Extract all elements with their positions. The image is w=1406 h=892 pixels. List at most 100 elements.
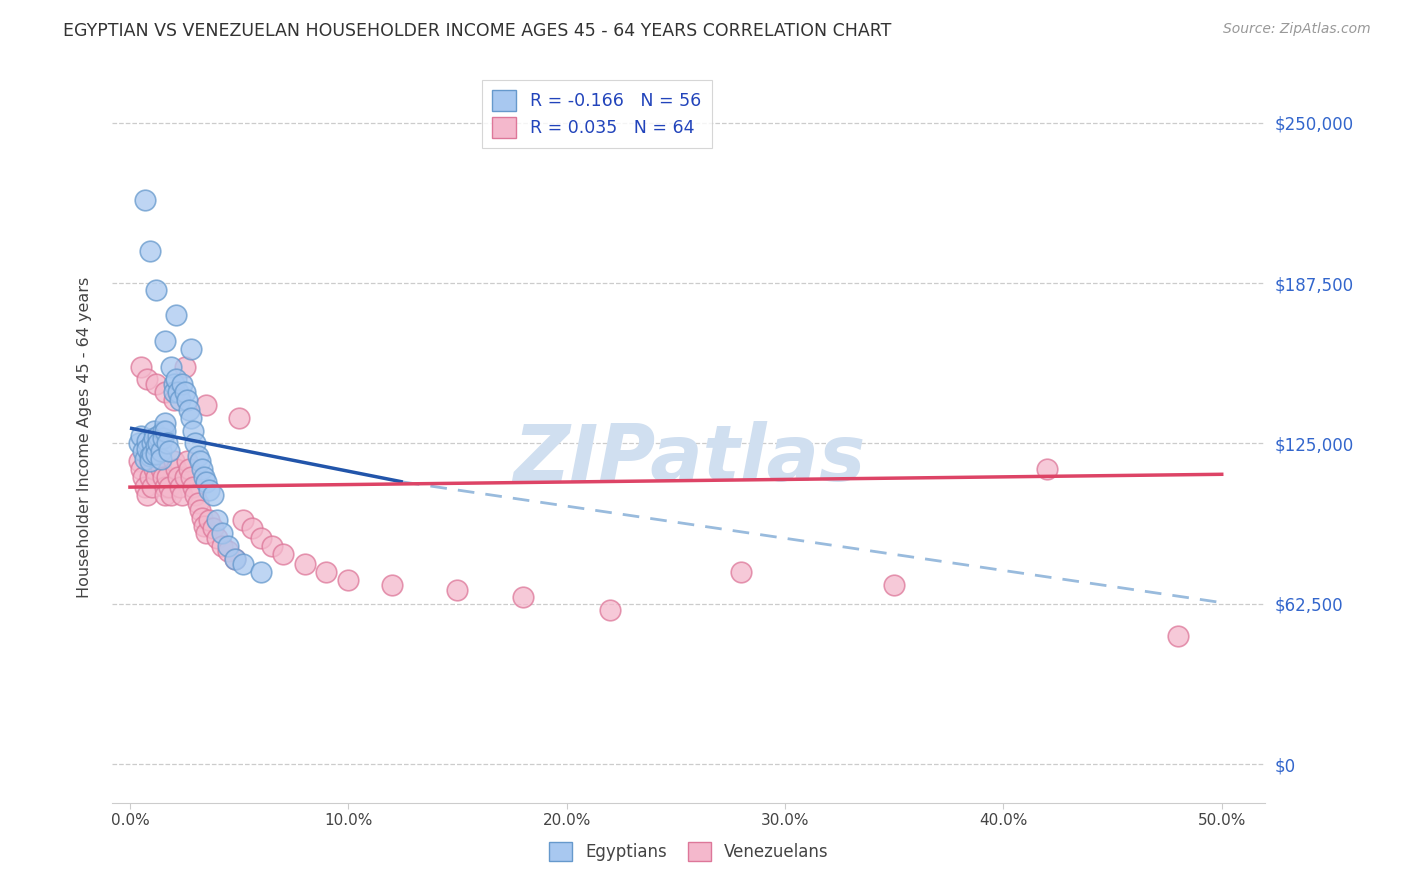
Point bbox=[294, 557, 316, 571]
Point bbox=[134, 451, 156, 466]
Point bbox=[141, 447, 163, 461]
Point bbox=[250, 532, 273, 546]
Point bbox=[132, 470, 155, 484]
Point bbox=[162, 454, 184, 468]
Point bbox=[228, 410, 250, 425]
Point bbox=[181, 424, 204, 438]
Point bbox=[141, 436, 163, 450]
Point bbox=[271, 547, 294, 561]
Point bbox=[165, 308, 187, 322]
Point bbox=[167, 385, 190, 400]
Point bbox=[160, 488, 183, 502]
Point bbox=[188, 454, 211, 468]
Text: Source: ZipAtlas.com: Source: ZipAtlas.com bbox=[1223, 22, 1371, 37]
Point bbox=[165, 372, 187, 386]
Point bbox=[167, 470, 190, 484]
Point bbox=[149, 462, 172, 476]
Point bbox=[138, 244, 160, 258]
Point bbox=[160, 359, 183, 374]
Point bbox=[141, 454, 163, 468]
Point bbox=[136, 488, 159, 502]
Point bbox=[446, 582, 468, 597]
Point bbox=[162, 377, 184, 392]
Point bbox=[173, 359, 195, 374]
Point bbox=[599, 603, 621, 617]
Point bbox=[153, 416, 176, 430]
Point bbox=[138, 454, 160, 468]
Text: ZIPatlas: ZIPatlas bbox=[513, 421, 865, 497]
Point bbox=[134, 480, 156, 494]
Point bbox=[134, 193, 156, 207]
Point bbox=[132, 444, 155, 458]
Point bbox=[172, 488, 194, 502]
Point bbox=[197, 514, 219, 528]
Point bbox=[148, 429, 170, 443]
Point bbox=[153, 488, 176, 502]
Point bbox=[129, 462, 152, 476]
Point bbox=[207, 532, 229, 546]
Point bbox=[173, 470, 195, 484]
Point bbox=[165, 462, 187, 476]
Point bbox=[143, 462, 166, 476]
Point bbox=[149, 451, 172, 466]
Point bbox=[145, 439, 167, 453]
Point bbox=[162, 392, 184, 407]
Point bbox=[157, 480, 180, 494]
Point bbox=[195, 526, 218, 541]
Point bbox=[240, 521, 263, 535]
Point bbox=[156, 436, 179, 450]
Point bbox=[224, 552, 246, 566]
Point bbox=[143, 431, 166, 445]
Point bbox=[197, 483, 219, 497]
Point bbox=[145, 377, 167, 392]
Point bbox=[211, 526, 233, 541]
Point bbox=[184, 488, 207, 502]
Point bbox=[883, 577, 905, 591]
Point bbox=[162, 385, 184, 400]
Point bbox=[187, 495, 209, 509]
Point bbox=[224, 552, 246, 566]
Point bbox=[176, 454, 198, 468]
Point bbox=[152, 431, 174, 445]
Point bbox=[730, 565, 752, 579]
Point bbox=[180, 470, 202, 484]
Point bbox=[141, 480, 163, 494]
Point bbox=[145, 470, 167, 484]
Point bbox=[176, 392, 198, 407]
Point bbox=[250, 565, 273, 579]
Point bbox=[195, 475, 218, 489]
Point bbox=[195, 398, 218, 412]
Point bbox=[136, 372, 159, 386]
Point bbox=[152, 424, 174, 438]
Point bbox=[152, 470, 174, 484]
Point bbox=[1036, 462, 1059, 476]
Point bbox=[153, 424, 176, 438]
Point bbox=[173, 385, 195, 400]
Point bbox=[143, 424, 166, 438]
Point bbox=[153, 480, 176, 494]
Point bbox=[169, 480, 191, 494]
Y-axis label: Householder Income Ages 45 - 64 years: Householder Income Ages 45 - 64 years bbox=[77, 277, 91, 598]
Point bbox=[184, 436, 207, 450]
Point bbox=[201, 521, 224, 535]
Point bbox=[128, 436, 150, 450]
Point bbox=[138, 450, 160, 464]
Point bbox=[232, 557, 254, 571]
Point bbox=[148, 454, 170, 468]
Point bbox=[153, 385, 176, 400]
Point bbox=[145, 283, 167, 297]
Point bbox=[129, 429, 152, 443]
Point bbox=[187, 450, 209, 464]
Point bbox=[180, 410, 202, 425]
Point bbox=[207, 514, 229, 528]
Text: EGYPTIAN VS VENEZUELAN HOUSEHOLDER INCOME AGES 45 - 64 YEARS CORRELATION CHART: EGYPTIAN VS VENEZUELAN HOUSEHOLDER INCOM… bbox=[63, 22, 891, 40]
Point bbox=[193, 470, 215, 484]
Point bbox=[138, 470, 160, 484]
Point bbox=[145, 447, 167, 461]
Point bbox=[169, 392, 191, 407]
Point bbox=[512, 591, 534, 605]
Legend: Egyptians, Venezuelans: Egyptians, Venezuelans bbox=[543, 835, 835, 868]
Point bbox=[177, 403, 200, 417]
Point bbox=[128, 454, 150, 468]
Point bbox=[181, 480, 204, 494]
